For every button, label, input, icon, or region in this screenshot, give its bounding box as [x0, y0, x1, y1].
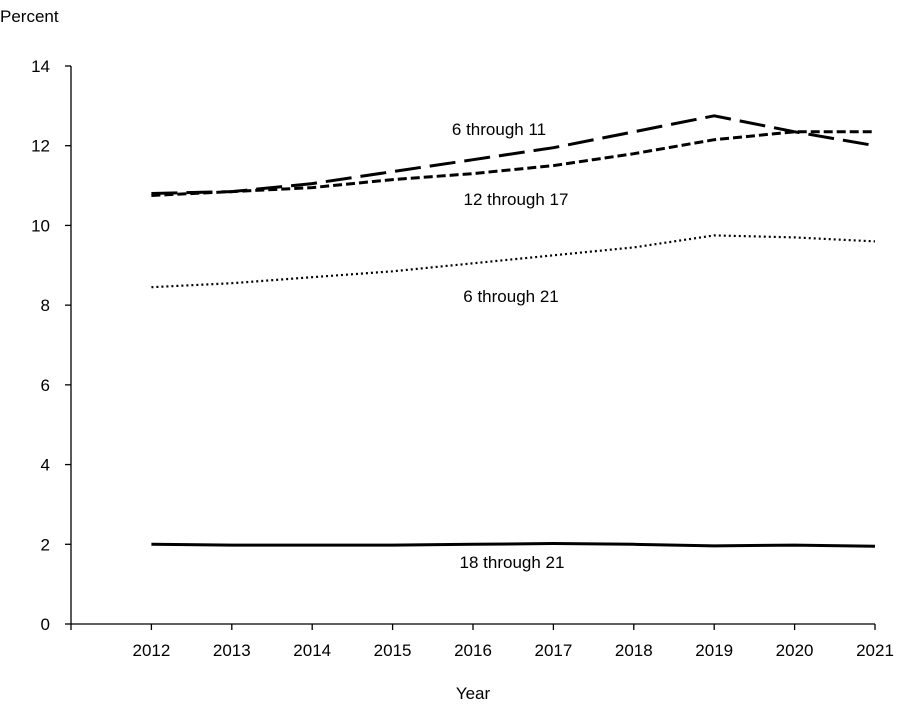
x-tick-label-2013: 2013: [213, 641, 251, 660]
x-tick-label-2017: 2017: [534, 641, 572, 660]
x-tick-label-2015: 2015: [374, 641, 412, 660]
x-tick-label-2012: 2012: [132, 641, 170, 660]
series-label-6-through-21: 6 through 21: [463, 287, 558, 306]
labels: Percent Year 6 through 11 12 through 17 …: [0, 7, 568, 703]
y-tick-label-12: 12: [31, 137, 50, 156]
y-tick-label-6: 6: [41, 376, 50, 395]
series-label-6-through-11: 6 through 11: [452, 120, 546, 139]
series-line-12-through-17: [151, 130, 875, 197]
x-tick-label-2016: 2016: [454, 641, 492, 660]
y-tick-label-0: 0: [41, 615, 50, 634]
x-tick-label-2014: 2014: [293, 641, 331, 660]
y-tick-label-10: 10: [31, 216, 50, 235]
series-label-18-through-21: 18 through 21: [460, 553, 565, 572]
y-tick-label-8: 8: [41, 296, 50, 315]
y-axis-title: Percent: [0, 7, 59, 26]
y-tick-label-2: 2: [41, 535, 50, 554]
x-tick-label-2021: 2021: [856, 641, 894, 660]
x-tick-label-2019: 2019: [695, 641, 733, 660]
series-line-18-through-21: [151, 542, 876, 548]
y-tick-label-14: 14: [31, 57, 50, 76]
series-label-12-through-17: 12 through 17: [464, 190, 569, 209]
x-tick-label-2020: 2020: [776, 641, 814, 660]
series-line-6-through-11: [151, 114, 876, 195]
series-lines: [151, 114, 876, 548]
x-axis-title: Year: [456, 684, 491, 703]
y-tick-label-4: 4: [41, 456, 50, 475]
series-line-6-through-21: [151, 234, 876, 289]
x-tick-label-2018: 2018: [615, 641, 653, 660]
axes: 0 2 4 6 8 10 12 14 2012 2013 2014 2015 2016 2017 2018 2…: [31, 57, 894, 660]
